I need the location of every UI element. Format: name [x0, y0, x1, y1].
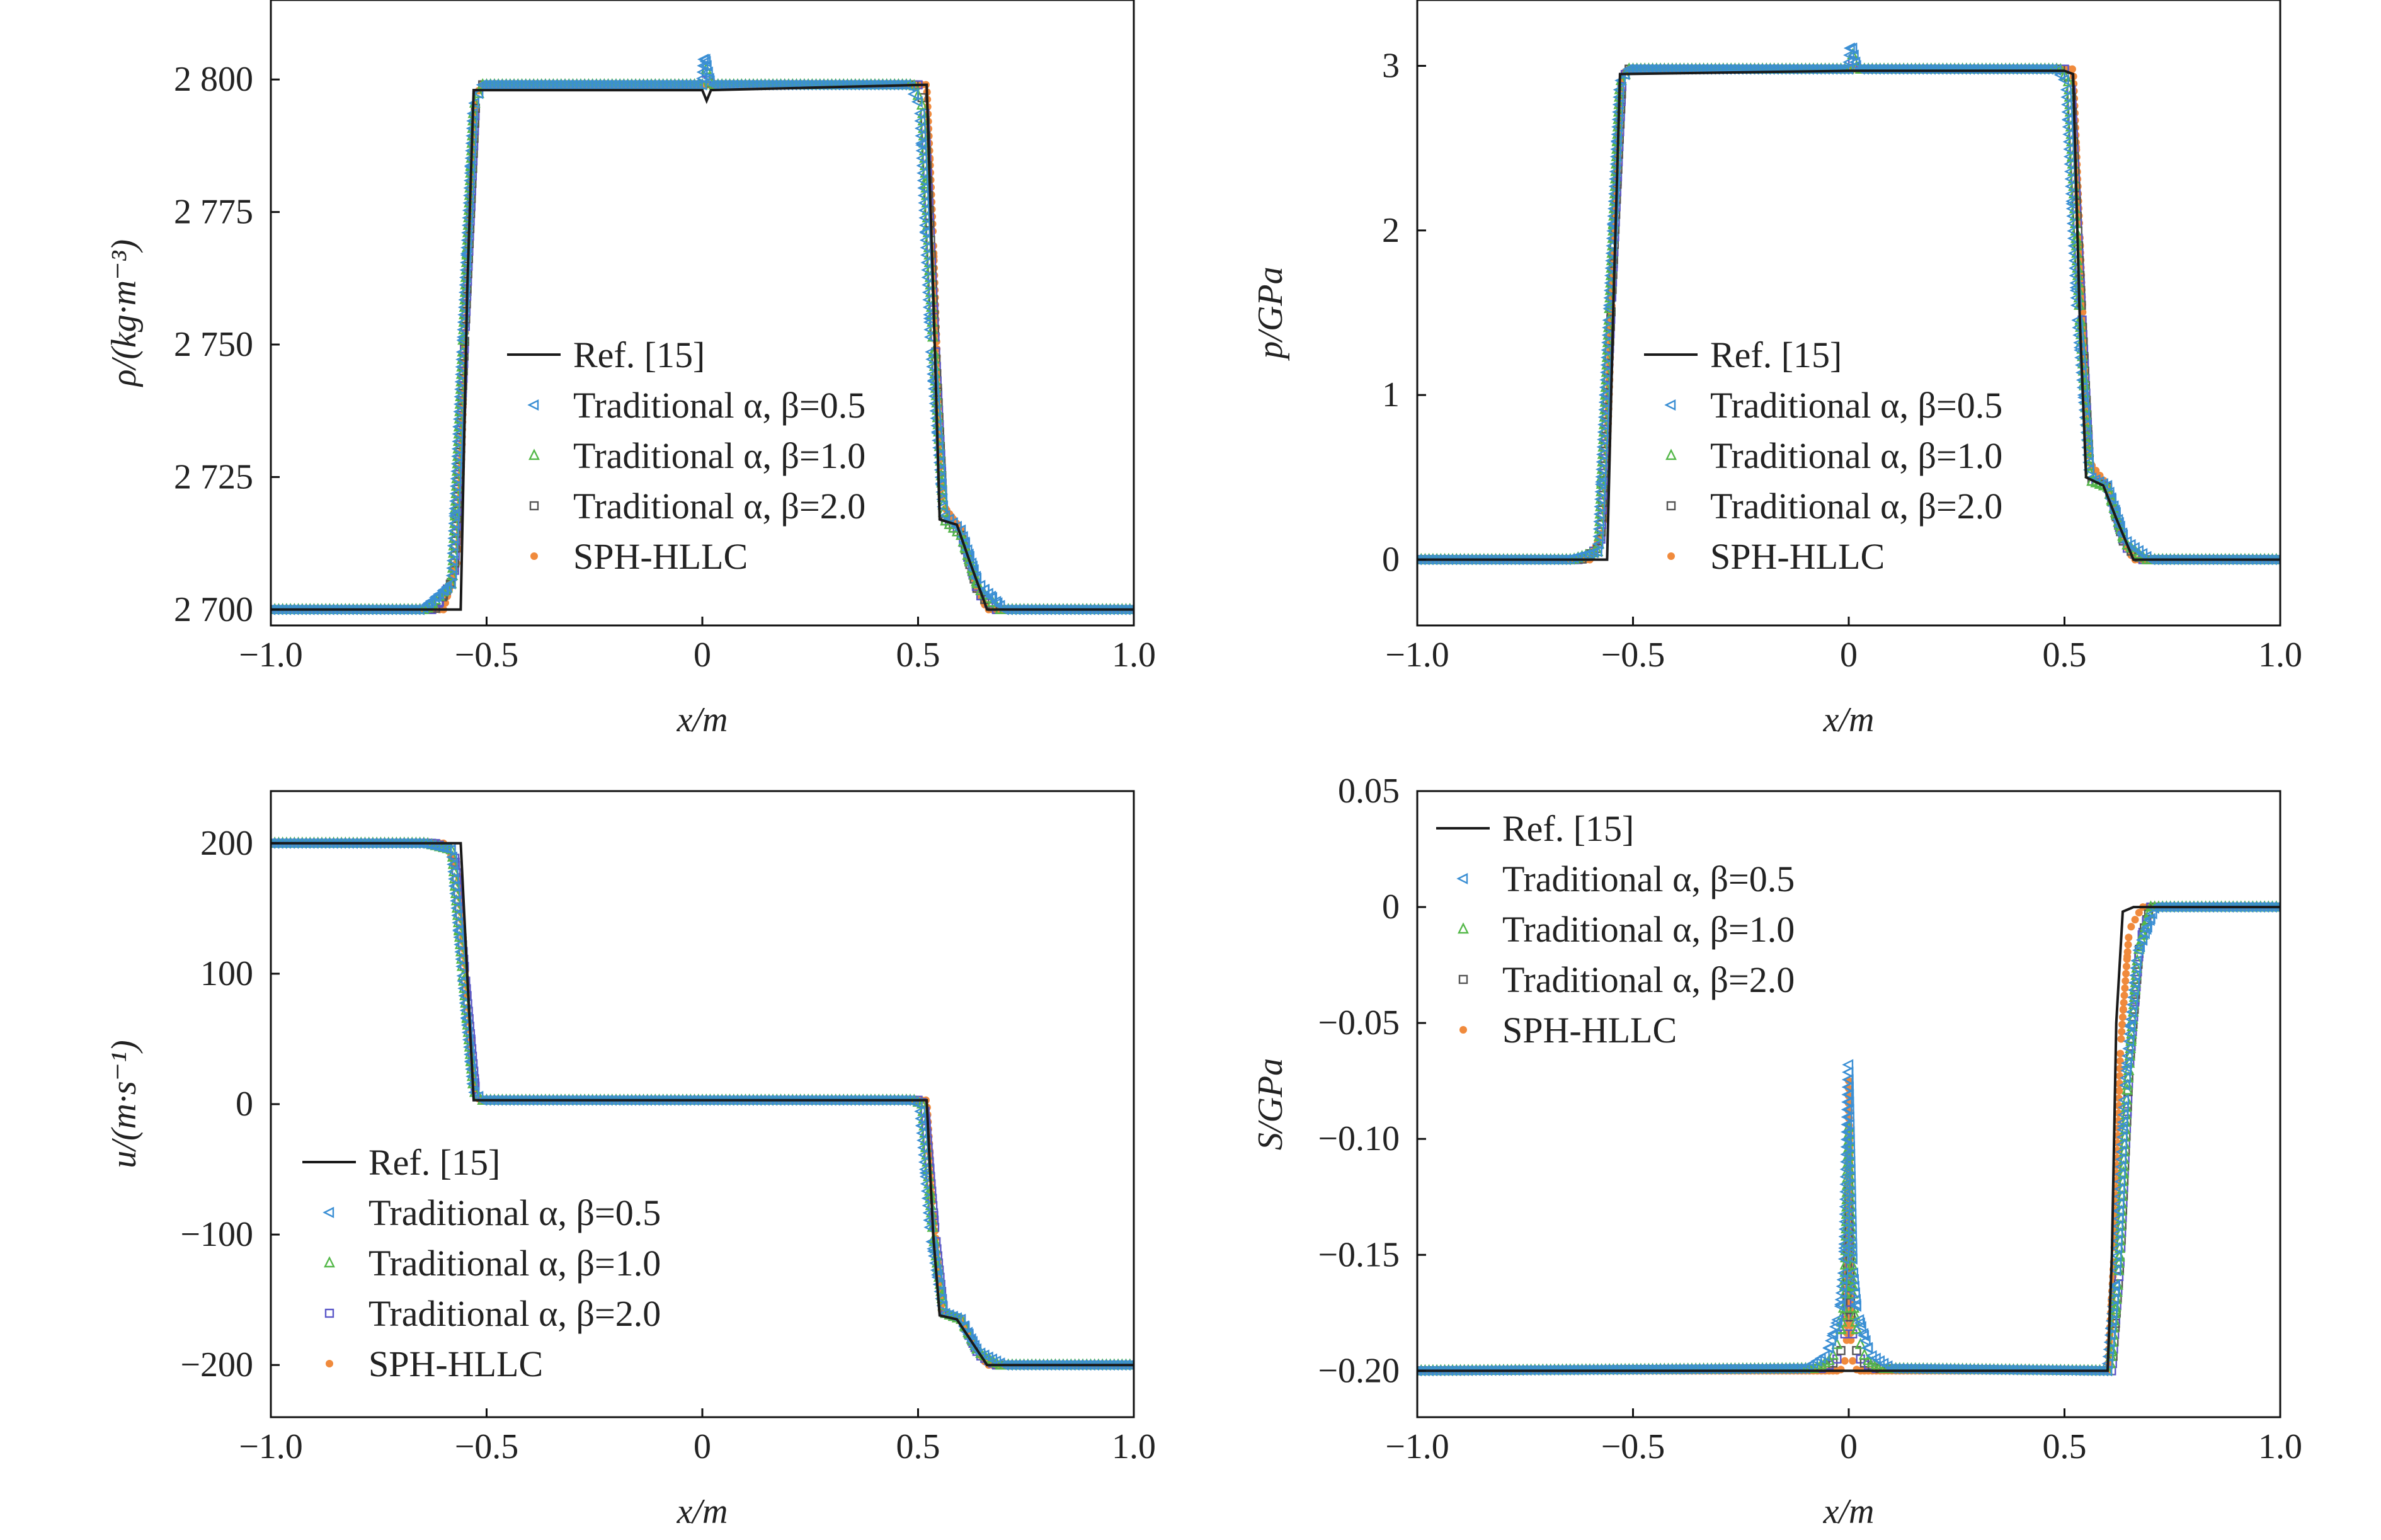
x-tick-label: 0.5 — [2043, 636, 2087, 675]
x-axis-label: x/m — [677, 700, 728, 739]
y-tick-label: 2 800 — [174, 60, 253, 99]
data-point — [2123, 955, 2131, 963]
x-tick-label: 0 — [1840, 636, 1858, 675]
data-point — [2127, 923, 2135, 930]
data-point — [2123, 962, 2130, 970]
x-tick-label: −0.5 — [455, 1427, 519, 1466]
legend-marker — [530, 552, 538, 560]
data-point — [2121, 984, 2128, 992]
y-axis-label: ρ/(kg·m⁻³) — [105, 239, 144, 387]
x-tick-label: 1.0 — [1112, 636, 1156, 675]
legend-marker — [530, 450, 539, 459]
plot-frame — [271, 0, 1134, 625]
y-tick-label: 0 — [236, 1085, 253, 1124]
y-tick-label: 2 775 — [174, 193, 253, 232]
legend-label: Traditional α, β=1.0 — [573, 435, 865, 476]
y-tick-label: 2 750 — [174, 325, 253, 364]
y-axis-label: p/GPa — [1251, 266, 1290, 361]
legend-marker — [326, 1360, 333, 1367]
legend: Ref. [15] Traditional α, β=0.5 Traditional… — [302, 1142, 661, 1384]
data-point — [2125, 933, 2132, 941]
y-tick-label: 100 — [200, 954, 253, 993]
x-tick-label: 0.5 — [896, 636, 940, 675]
plot-frame — [1417, 0, 2280, 625]
chart-panel-velocity: −1.0 −0.5 0 0.5 1.0 −200 −100 0 100 200 x/m u/(m·s⁻… — [105, 791, 1156, 1531]
legend-label: Ref. [15] — [573, 334, 705, 375]
legend-label: SPH-HLLC — [368, 1343, 543, 1384]
legend-marker — [529, 401, 538, 409]
data-point — [1837, 1366, 1845, 1373]
legend-label: Traditional α, β=1.0 — [368, 1243, 661, 1284]
legend-marker — [324, 1208, 333, 1217]
chart-panel-density: −1.0 −0.5 0 0.5 1.0 2 700 2 725 2 750 2 775 2 800… — [105, 0, 1156, 739]
legend-label: Traditional α, β=0.5 — [573, 385, 865, 426]
legend-label: Traditional α, β=0.5 — [1710, 385, 2002, 426]
x-axis-label: x/m — [1823, 700, 1875, 739]
legend-marker — [1667, 502, 1675, 510]
legend-label: Traditional α, β=2.0 — [368, 1293, 661, 1334]
legend-label: SPH-HLLC — [1710, 536, 1885, 577]
x-tick-label: 0.5 — [896, 1427, 940, 1466]
x-tick-label: −1.0 — [1385, 636, 1449, 675]
y-tick-label: 3 — [1382, 47, 1400, 86]
data-point — [2121, 977, 2129, 984]
data-point — [2124, 948, 2132, 955]
data-point — [2120, 1006, 2127, 1013]
legend: Ref. [15] Traditional α, β=0.5 Traditional… — [507, 334, 865, 577]
data-point — [2115, 1087, 2123, 1095]
legend-label: Traditional α, β=2.0 — [573, 486, 865, 527]
data-point — [2120, 999, 2128, 1007]
chart-panel-pressure: −1.0 −0.5 0 0.5 1.0 0 1 2 3 x/m p/GPa Ref. [15] Trad… — [1251, 0, 2302, 739]
legend-label: SPH-HLLC — [573, 536, 748, 577]
data-point — [2121, 991, 2128, 999]
x-tick-label: −0.5 — [455, 636, 519, 675]
y-tick-label: 2 725 — [174, 457, 253, 496]
data-point — [2125, 941, 2132, 949]
data-point — [2118, 1028, 2125, 1035]
y-tick-label: −200 — [180, 1345, 253, 1384]
x-tick-label: 1.0 — [2258, 636, 2302, 675]
plot-area — [266, 838, 1138, 1369]
data-point — [2122, 970, 2130, 978]
data-point — [1849, 1357, 1856, 1365]
legend-marker — [326, 1309, 333, 1317]
x-tick-label: 1.0 — [1112, 1427, 1156, 1466]
legend-label: Ref. [15] — [368, 1142, 500, 1183]
legend-label: Traditional α, β=2.0 — [1710, 486, 2002, 527]
legend-marker — [325, 1258, 334, 1267]
legend-label: Traditional α, β=1.0 — [1710, 435, 2002, 476]
series-1 — [266, 839, 1138, 1369]
legend-marker — [530, 502, 538, 510]
legend-marker — [1666, 401, 1675, 409]
x-tick-label: 0 — [694, 636, 711, 675]
y-tick-label: −100 — [180, 1215, 253, 1254]
x-axis-label: x/m — [677, 1492, 728, 1531]
x-tick-label: 0 — [694, 1427, 711, 1466]
x-tick-label: −0.5 — [1601, 636, 1665, 675]
x-tick-label: −1.0 — [239, 1427, 303, 1466]
y-tick-label: 200 — [200, 824, 253, 863]
y-tick-label: 2 700 — [174, 590, 253, 629]
data-point — [1841, 1357, 1849, 1365]
legend-marker — [1667, 450, 1676, 459]
legend-label: Ref. [15] — [1710, 334, 1842, 375]
y-tick-label: 0 — [1382, 540, 1400, 579]
data-point — [2132, 916, 2139, 923]
y-tick-label: 1 — [1382, 375, 1400, 414]
x-tick-label: −1.0 — [239, 636, 303, 675]
data-point — [2118, 1020, 2126, 1028]
legend-label: Traditional α, β=0.5 — [368, 1192, 661, 1233]
y-tick-label: 2 — [1382, 211, 1400, 250]
legend-marker — [1667, 552, 1675, 560]
legend: Ref. [15] Traditional α, β=0.5 Traditional… — [1644, 334, 2002, 577]
y-axis-label: u/(m·s⁻¹) — [105, 1040, 144, 1168]
data-point — [2119, 1013, 2127, 1021]
